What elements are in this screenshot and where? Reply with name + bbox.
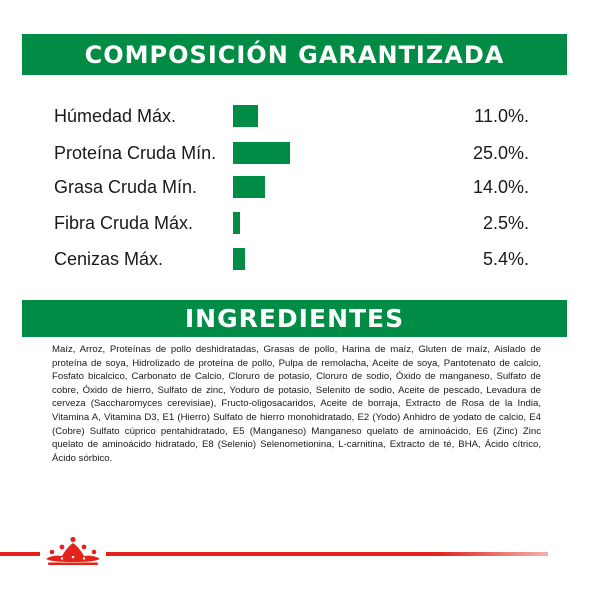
crown-icon — [46, 536, 100, 565]
composition-title: COMPOSICIÓN GARANTIZADA — [22, 34, 567, 75]
nutrient-value: 11.0%. — [474, 106, 529, 126]
ingredients-title: INGREDIENTES — [22, 300, 567, 337]
nutrient-label: Grasa Cruda Mín. — [54, 177, 198, 197]
nutrient-row: Fibra Cruda Máx. 2.5%. — [0, 210, 589, 236]
nutrient-row: Proteína Cruda Mín. 25.0%. — [0, 140, 589, 166]
nutrient-label: Proteína Cruda Mín. — [54, 143, 217, 163]
nutrient-bar — [233, 176, 265, 198]
nutrient-bar — [233, 248, 245, 270]
footer-divider — [106, 552, 548, 556]
nutrient-bar — [233, 105, 258, 127]
nutrient-label: Fibra Cruda Máx. — [54, 213, 194, 233]
ingredients-text: Maíz, Arroz, Proteínas de pollo deshidra… — [52, 344, 541, 464]
nutrient-row: Húmedad Máx. 11.0%. — [0, 103, 589, 129]
nutrient-value: 25.0%. — [472, 143, 529, 163]
nutrient-row: Cenizas Máx. 5.4%. — [0, 246, 589, 272]
nutrient-label: Cenizas Máx. — [54, 249, 164, 269]
nutrient-value: 5.4%. — [482, 249, 529, 269]
nutrient-label: Húmedad Máx. — [54, 106, 177, 126]
footer-divider — [0, 552, 40, 556]
nutrient-row: Grasa Cruda Mín. 14.0%. — [0, 174, 589, 200]
nutrient-bar — [233, 142, 290, 164]
nutrient-value: 2.5%. — [482, 213, 529, 233]
nutrient-value: 14.0%. — [472, 177, 529, 197]
nutrient-bar — [233, 212, 240, 234]
